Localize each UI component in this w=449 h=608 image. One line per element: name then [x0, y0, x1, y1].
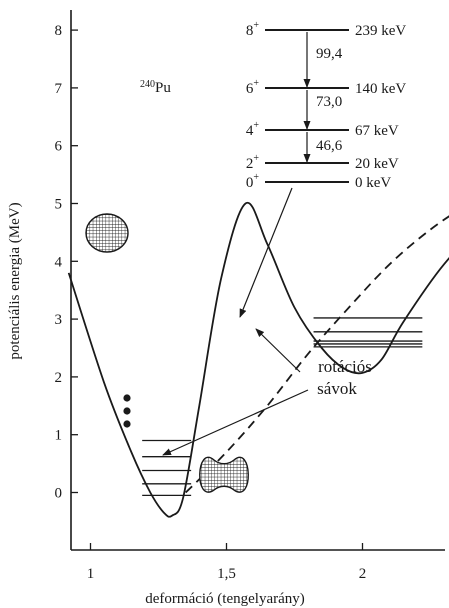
dot — [123, 394, 131, 402]
spheroid-nucleus-shape — [85, 213, 129, 253]
y-tick-label: 1 — [55, 428, 63, 444]
x-tick-label: 1,5 — [217, 566, 236, 582]
x-ticks: 11,522,533,5 — [87, 543, 367, 582]
level-spin-label: 2+ — [246, 153, 260, 172]
arrow-to-second-well — [255, 328, 301, 373]
transition-energy-label: 73,0 — [316, 94, 342, 110]
transition-energy-label: 46,6 — [316, 138, 343, 154]
level-spin-label: 0+ — [246, 172, 260, 191]
y-tick-label: 5 — [55, 197, 63, 213]
annotation-line-1: rotációs — [318, 357, 372, 376]
level-spin-label: 4+ — [246, 120, 260, 139]
arrow-from-level-scheme — [239, 187, 293, 318]
rotational-band-annotation: rotációs sávok — [162, 187, 372, 456]
y-tick-label: 0 — [55, 486, 63, 502]
curves — [67, 201, 449, 518]
y-tick-label: 7 — [55, 81, 63, 97]
transition-energy-label: 99,4 — [316, 46, 343, 62]
rotational-band-level-scheme: 8+ 239 keV 6+ 140 keV 4+ 67 keV 2+ 20 keV 0+ 0 ke… — [246, 20, 407, 191]
y-tick-label: 2 — [55, 370, 63, 386]
y-ticks: 0 1 2 3 4 5 6 7 8 — [55, 23, 78, 502]
deformed-nucleus-shapes — [85, 213, 249, 493]
y-tick-label: 8 — [55, 23, 63, 39]
solid-potential-curve — [67, 201, 449, 518]
y-tick-label: 6 — [55, 139, 63, 155]
annotation-line-2: sávok — [317, 379, 357, 398]
x-tick-label: 2 — [359, 566, 367, 582]
element-symbol: Pu — [155, 80, 171, 96]
peanut-nucleus-shape — [199, 456, 249, 493]
x-tick-label: 1 — [87, 566, 95, 582]
mass-number: 240 — [140, 79, 155, 90]
level-energy-label: 0 keV — [355, 175, 391, 191]
level-energy-label: 20 keV — [355, 156, 399, 172]
level-energy-label: 67 keV — [355, 123, 399, 139]
nucleus-label: 240Pu — [140, 79, 171, 96]
dot — [123, 420, 131, 428]
arrow-to-first-well — [162, 389, 309, 456]
y-axis-label: potenciális energia (MeV) — [7, 202, 23, 359]
y-tick-label: 3 — [55, 312, 63, 328]
band-levels — [142, 317, 423, 497]
level-energy-label: 140 keV — [355, 81, 406, 97]
dot — [123, 407, 131, 415]
level-energy-label: 239 keV — [355, 23, 406, 39]
level-spin-label: 6+ — [246, 78, 260, 97]
x-axis-label: deformáció (tengelyarány) — [145, 591, 305, 607]
ellipsis-dots — [123, 394, 131, 428]
y-tick-label: 4 — [55, 254, 63, 270]
level-spin-label: 8+ — [246, 20, 260, 39]
